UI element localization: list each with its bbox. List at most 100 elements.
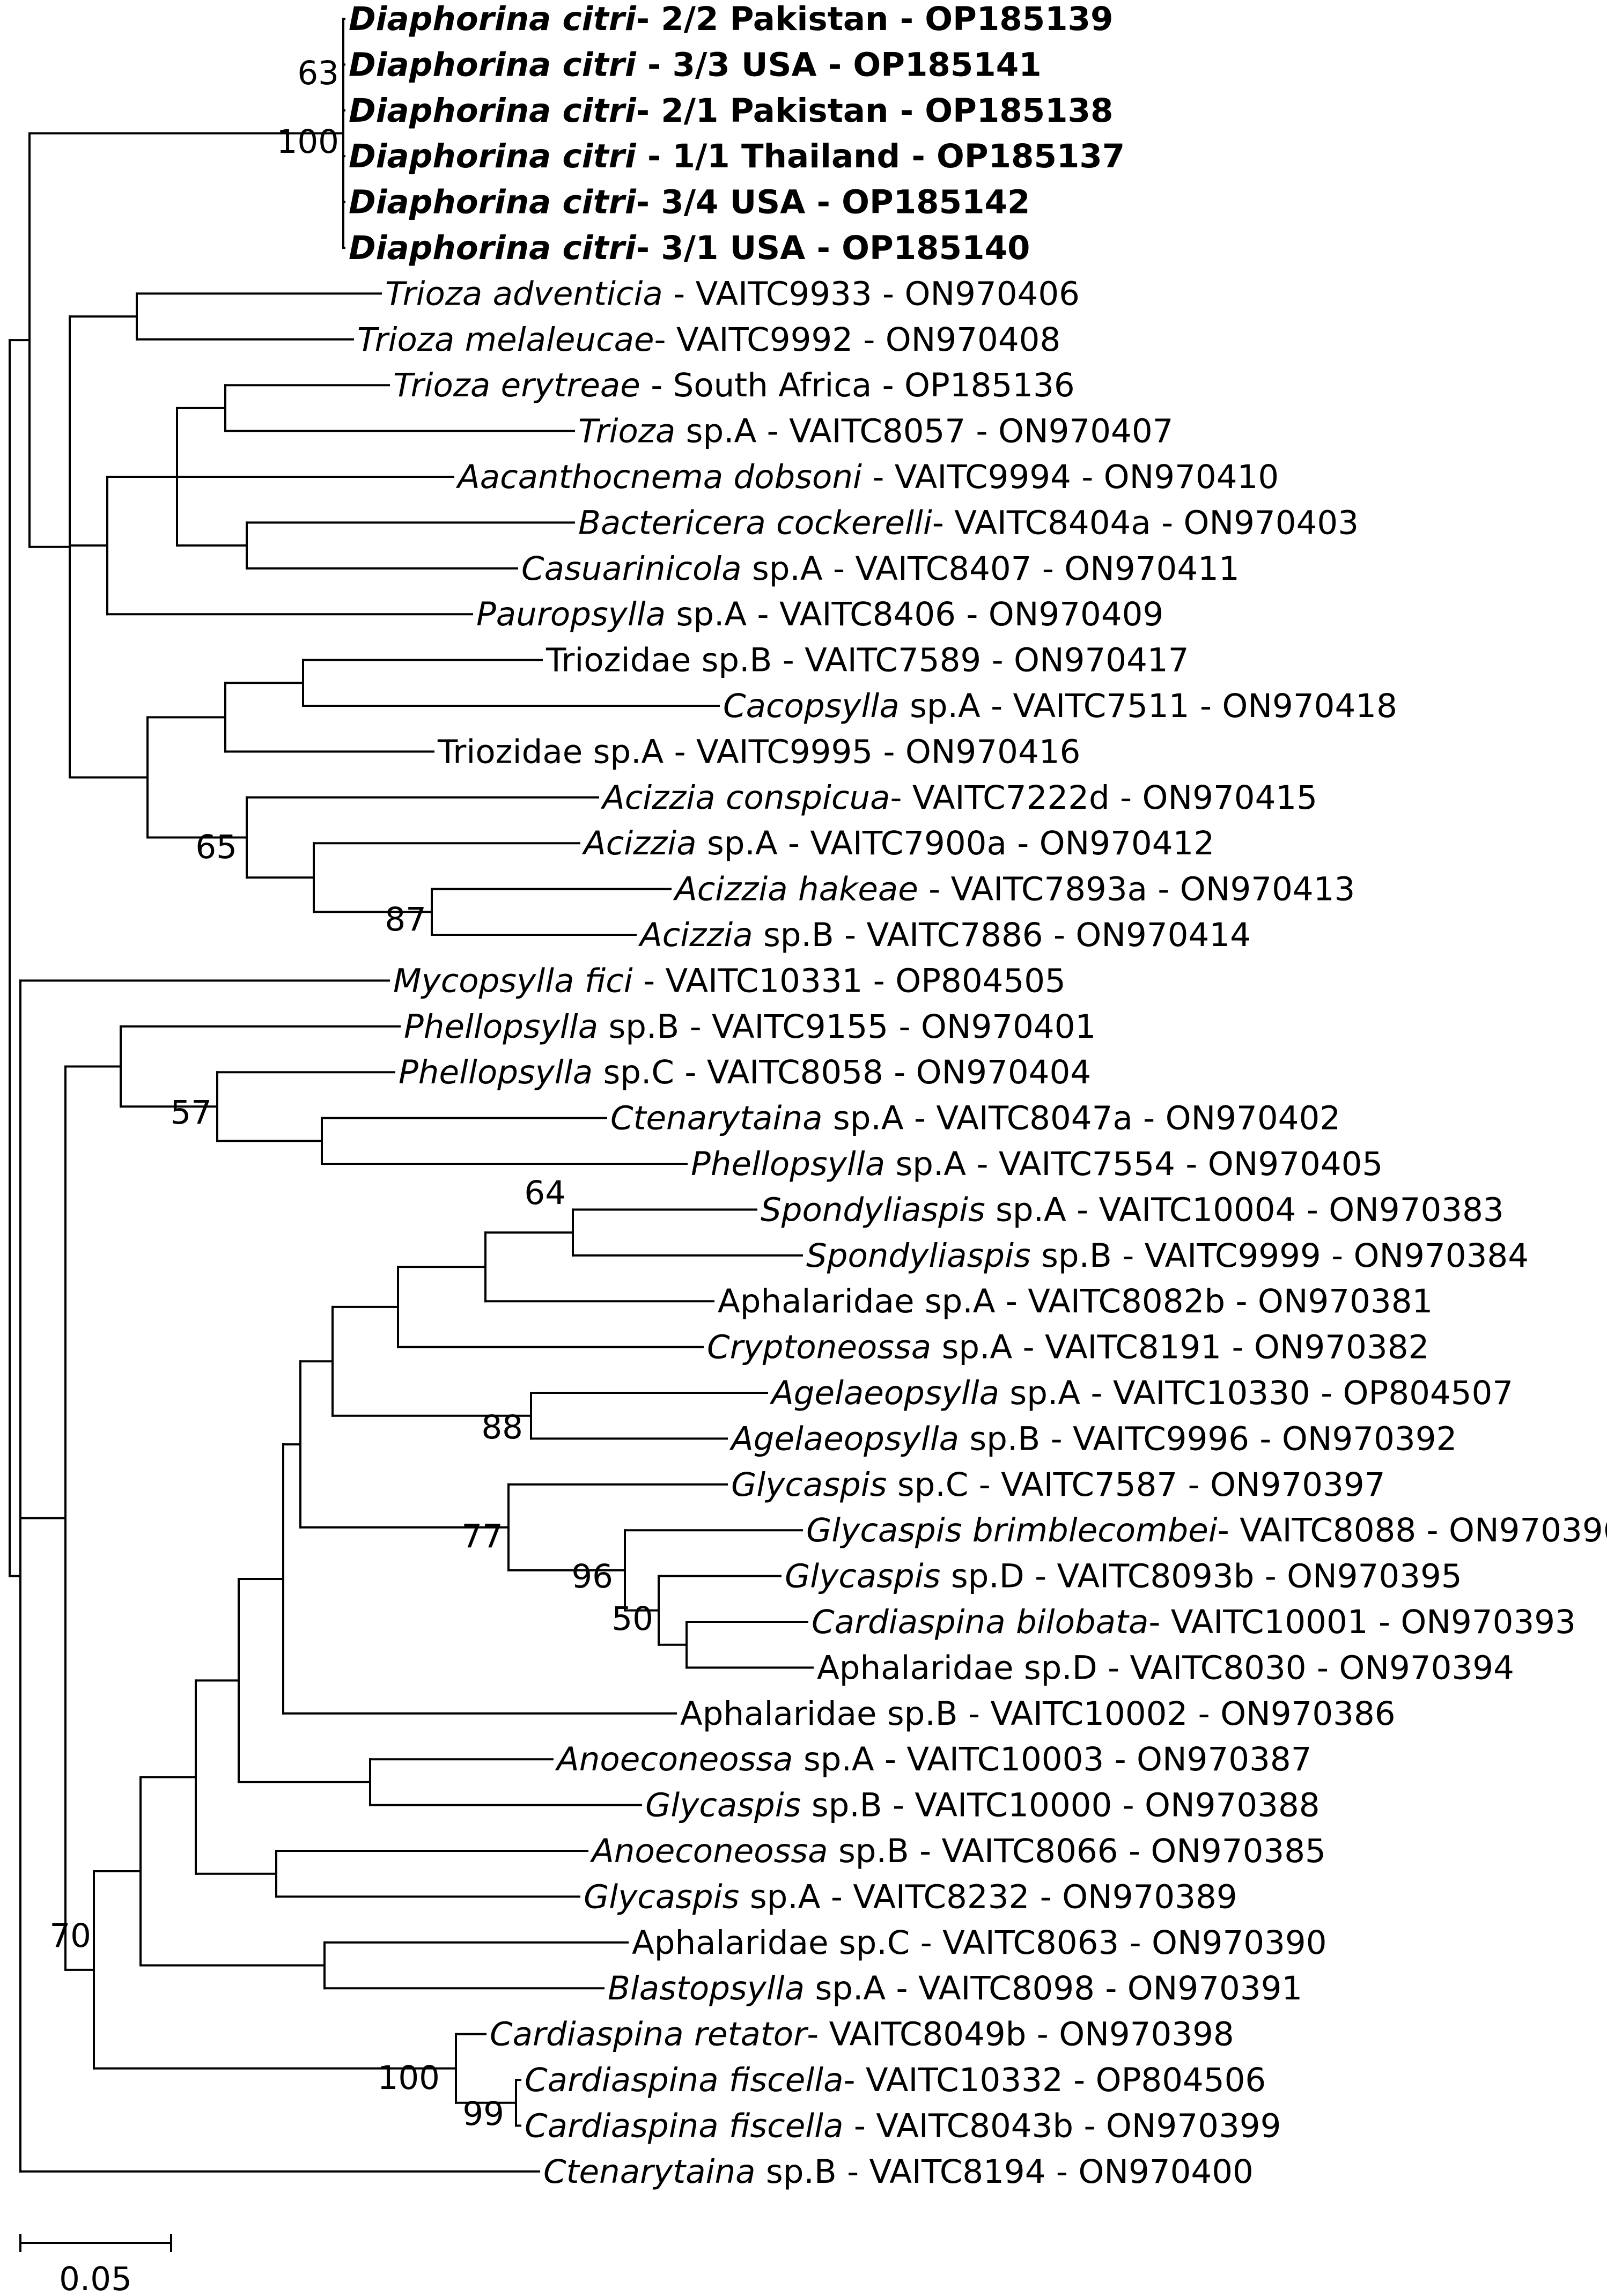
specimen-details: sp.C - VAITC7587 - ON970397 [887,1466,1385,1504]
specimen-details: - 3/4 USA - OP185142 [636,183,1030,222]
species-name: Cryptoneossa [707,1328,931,1367]
leaf-label: Anoeconeossa sp.B - VAITC8066 - ON970385 [589,1832,1326,1870]
specimen-details: sp.A - VAITC7511 - ON970418 [900,687,1397,725]
bootstrap-value: 63 [297,54,339,92]
specimen-details: sp.B - VAITC9155 - ON970401 [598,1008,1096,1046]
specimen-details: sp.A - VAITC7900a - ON970412 [697,824,1215,862]
species-name: Cardiaspina bilobata [812,1603,1148,1641]
specimen-details: - VAITC9994 - ON970410 [862,458,1279,496]
leaf-label: Diaphorina citri - 3/3 USA - OP185141 [349,46,1042,84]
species-name: Agelaeopsylla [729,1420,959,1458]
species-name: Trioza erytreae [393,366,640,404]
species-name: Glycaspis [584,1878,739,1916]
specimen-details: sp.B - VAITC7886 - ON970414 [753,916,1251,954]
specimen-details: Aphalaridae sp.C - VAITC8063 - ON970390 [632,1924,1327,1962]
leaf-label: Pauropsylla sp.A - VAITC8406 - ON970409 [476,595,1163,633]
specimen-details: - VAITC7893a - ON970413 [918,870,1355,909]
species-name: Acizzia hakeae [673,870,918,909]
specimen-details: sp.A - VAITC8406 - ON970409 [666,595,1163,633]
leaf-label: Acizzia sp.A - VAITC7900a - ON970412 [581,824,1214,862]
species-name: Diaphorina citri [349,137,637,175]
bootstrap-value: 99 [462,2095,504,2133]
specimen-details: Triozidae sp.A - VAITC9995 - ON970416 [437,733,1080,771]
specimen-details: - 3/1 USA - OP185140 [636,229,1030,267]
species-name: Spondyliaspis [806,1237,1031,1275]
species-name: Glycaspis [731,1466,887,1504]
species-name: Trioza [578,412,675,451]
leaf-label: Trioza adventicia - VAITC9933 - ON970406 [385,275,1080,313]
leaf-label: Phellopsylla sp.A - VAITC7554 - ON970405 [691,1145,1383,1183]
leaf-label: Spondyliaspis sp.A - VAITC10004 - ON9703… [761,1191,1504,1229]
leaf-label: Acizzia conspicua- VAITC7222d - ON970415 [600,779,1317,817]
species-name: Diaphorina citri [349,229,637,267]
specimen-details: sp.A - VAITC8407 - ON970411 [742,550,1240,588]
leaf-label: Diaphorina citri- 2/1 Pakistan - OP18513… [349,92,1114,130]
bootstrap-value: 100 [378,2059,440,2097]
species-name: Bactericera cockerelli [578,504,932,542]
species-name: Aacanthocnema dobsoni [455,458,862,496]
leaf-label: Cardiaspina retator- VAITC8049b - ON9703… [490,2016,1234,2054]
specimen-details: - VAITC7222d - ON970415 [890,779,1318,817]
specimen-details: - South Africa - OP185136 [640,366,1075,404]
leaf-label: Diaphorina citri- 2/2 Pakistan - OP18513… [349,0,1114,38]
leaf-label: Aphalaridae sp.D - VAITC8030 - ON970394 [817,1649,1514,1687]
leaf-label: Phellopsylla sp.B - VAITC9155 - ON970401 [404,1008,1096,1046]
specimen-details: sp.A - VAITC10003 - ON970387 [793,1740,1312,1778]
leaf-label: Spondyliaspis sp.B - VAITC9999 - ON97038… [806,1237,1529,1275]
specimen-details: - 2/1 Pakistan - OP185138 [636,92,1114,130]
specimen-details: - VAITC10331 - OP804505 [633,962,1066,1000]
leaf-label: Glycaspis brimblecombei- VAITC8088 - ON9… [806,1511,1607,1549]
specimen-details: sp.A - VAITC10004 - ON970383 [985,1191,1504,1229]
bootstrap-value: 88 [481,1408,523,1446]
leaf-label: Triozidae sp.A - VAITC9995 - ON970416 [437,733,1080,771]
species-name: Agelaeopsylla [769,1374,999,1412]
specimen-details: sp.C - VAITC8058 - ON970404 [593,1053,1091,1091]
specimen-details: - 2/2 Pakistan - OP185139 [636,0,1114,38]
bootstrap-value: 96 [571,1557,613,1596]
species-name: Cardiaspina fiscella [525,2061,844,2099]
leaf-label: Diaphorina citri- 3/4 USA - OP185142 [349,183,1030,222]
leaf-label: Cardiaspina fiscella - VAITC8043b - ON97… [525,2107,1281,2145]
leaf-label: Diaphorina citri - 1/1 Thailand - OP1851… [349,137,1125,175]
specimen-details: sp.B - VAITC8066 - ON970385 [828,1832,1326,1870]
leaf-label: Ctenarytaina sp.B - VAITC8194 - ON970400 [543,2153,1254,2191]
species-name: Ctenarytaina [543,2153,756,2191]
leaf-label: Glycaspis sp.D - VAITC8093b - ON970395 [785,1557,1462,1596]
leaf-label: Cardiaspina fiscella- VAITC10332 - OP804… [525,2061,1266,2099]
leaf-label: Phellopsylla sp.C - VAITC8058 - ON970404 [399,1053,1091,1091]
species-name: Cardiaspina retator [490,2016,809,2054]
specimen-details: - VAITC9933 - ON970406 [663,275,1080,313]
specimen-details: - 1/1 Thailand - OP185137 [636,137,1125,175]
species-name: Glycaspis [785,1557,940,1596]
species-name: Glycaspis brimblecombei [806,1511,1218,1549]
species-name: Diaphorina citri [349,183,637,222]
specimen-details: Triozidae sp.B - VAITC7589 - ON970417 [546,641,1189,680]
bootstrap-labels: 63 100 65 87 57 64 88 77 96 50 70 100 99 [49,54,653,2133]
species-name: Anoeconeossa [555,1740,793,1778]
leaf-label: Ctenarytaina sp.A - VAITC8047a - ON97040… [610,1099,1340,1138]
species-name: Acizzia [581,824,697,862]
leaf-label: Cacopsylla sp.A - VAITC7511 - ON970418 [723,687,1397,725]
leaf-label: Trioza melaleucae- VAITC9992 - ON970408 [357,321,1060,359]
leaf-label: Glycaspis sp.B - VAITC10000 - ON970388 [645,1786,1320,1825]
leaf-label: Triozidae sp.B - VAITC7589 - ON970417 [546,641,1189,680]
specimen-details: sp.B - VAITC10000 - ON970388 [801,1786,1319,1825]
species-name: Casuarinicola [521,550,742,588]
leaf-label: Bactericera cockerelli- VAITC8404a - ON9… [578,504,1359,542]
bootstrap-value: 50 [611,1600,653,1638]
specimen-details: Aphalaridae sp.A - VAITC8082b - ON970381 [718,1282,1433,1320]
leaf-labels: Diaphorina citri - 2/2 Pakistan - OP18513… [349,0,1607,2191]
species-name: Phellopsylla [404,1008,598,1046]
specimen-details: - VAITC8049b - ON970398 [807,2016,1234,2054]
leaf-label: Anoeconeossa sp.A - VAITC10003 - ON97038… [555,1740,1312,1778]
species-name: Diaphorina citri [349,46,637,84]
specimen-details: - VAITC10001 - ON970393 [1148,1603,1576,1641]
species-name: Glycaspis [645,1786,801,1825]
specimen-details: - VAITC8088 - ON970396 [1218,1511,1607,1549]
leaf-label: Aphalaridae sp.B - VAITC10002 - ON970386 [680,1695,1396,1733]
leaf-label: Agelaeopsylla sp.A - VAITC10330 - OP8045… [769,1374,1513,1412]
specimen-details: - VAITC9992 - ON970408 [654,321,1061,359]
species-name: Pauropsylla [476,595,666,633]
specimen-details: sp.B - VAITC9996 - ON970392 [959,1420,1457,1458]
species-name: Acizzia conspicua [600,779,890,817]
